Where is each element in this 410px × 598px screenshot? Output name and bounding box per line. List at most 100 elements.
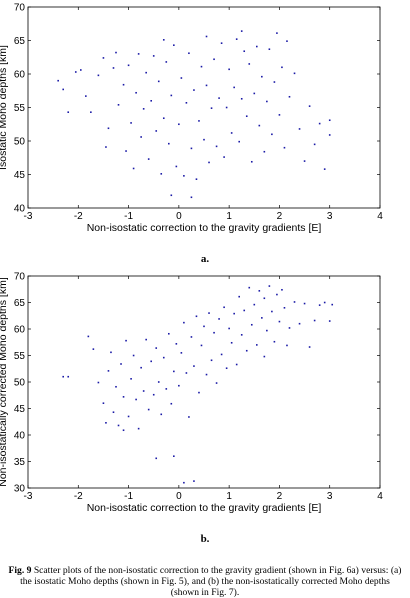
data-point-b — [135, 398, 137, 401]
data-point-a — [210, 107, 213, 109]
y-axis-label-a: Isostatic Moho depths [km] — [0, 45, 9, 170]
data-point-b — [218, 318, 220, 320]
y-tick-label-b: 45 — [14, 404, 26, 415]
x-tick-label-b: -2 — [74, 491, 83, 502]
data-point-a — [215, 145, 218, 148]
data-point-a — [74, 71, 77, 73]
data-point-a — [250, 160, 253, 163]
data-point-a — [117, 104, 120, 106]
x-tick-label-a: 4 — [377, 211, 383, 222]
data-point-a — [115, 51, 117, 54]
data-point-b — [62, 375, 64, 378]
data-point-b — [180, 352, 183, 354]
data-point-a — [90, 111, 92, 113]
data-point-b — [203, 325, 205, 328]
data-point-b — [261, 317, 263, 319]
data-point-b — [228, 327, 230, 330]
data-point-a — [256, 45, 258, 48]
data-point-a — [67, 111, 70, 113]
data-point-b — [190, 336, 193, 338]
x-tick-label-a: 1 — [226, 211, 232, 222]
data-point-b — [122, 396, 125, 398]
data-point-a — [107, 127, 110, 130]
data-point-b — [238, 295, 240, 298]
data-point-b — [132, 354, 135, 357]
y-tick-label-b: 65 — [14, 298, 26, 309]
data-point-b — [256, 344, 258, 346]
data-point-b — [115, 385, 117, 388]
y-tick-label-a: 65 — [14, 36, 26, 47]
data-point-a — [303, 160, 306, 162]
data-point-a — [243, 50, 246, 53]
data-point-a — [298, 128, 301, 130]
data-point-a — [288, 95, 291, 98]
data-point-b — [102, 402, 105, 404]
y-tick-label-a: 40 — [14, 204, 26, 215]
data-point-a — [273, 81, 276, 83]
x-tick-label-a: 3 — [327, 211, 333, 222]
data-point-b — [245, 349, 248, 352]
data-point-a — [62, 88, 64, 91]
x-tick-label-b: 0 — [176, 491, 182, 502]
data-point-a — [323, 168, 326, 170]
y-tick-label-b: 50 — [14, 378, 26, 389]
data-point-b — [281, 288, 283, 291]
data-point-a — [228, 68, 230, 71]
data-point-b — [223, 306, 225, 309]
panel-label-b: b. — [201, 533, 210, 545]
plot-frame-b — [27, 275, 381, 489]
data-point-b — [155, 457, 158, 460]
scatter-chart-a: -3 -2 -1 0 1 2 3 4 40 45 50 55 60 65 70 Non-isostatic c… — [0, 3, 383, 235]
data-point-a — [122, 83, 125, 86]
data-point-b — [263, 297, 266, 300]
data-point-b — [92, 348, 95, 350]
data-point-a — [85, 95, 87, 97]
data-point-a — [225, 106, 228, 109]
data-point-b — [268, 285, 271, 287]
data-point-a — [173, 44, 175, 46]
data-point-b — [140, 366, 142, 369]
data-point-a — [276, 32, 278, 34]
data-point-b — [208, 312, 210, 314]
y-tick-label-b: 35 — [14, 457, 26, 468]
caption-label: Fig. 9 — [8, 565, 32, 576]
data-point-a — [137, 53, 140, 55]
y-tick-label-a: 60 — [14, 70, 26, 81]
data-point-b — [258, 290, 261, 292]
data-point-a — [238, 140, 240, 143]
data-point-a — [102, 57, 105, 59]
data-point-b — [200, 344, 203, 347]
data-point-a — [203, 138, 205, 141]
data-point-a — [261, 75, 263, 78]
data-point-b — [198, 391, 200, 394]
y-tick-label-a: 55 — [14, 103, 26, 114]
data-point-a — [145, 71, 147, 74]
data-point-a — [198, 120, 200, 122]
y-tick-label-b: 60 — [14, 325, 26, 336]
data-point-a — [266, 100, 268, 103]
data-point-b — [210, 359, 213, 362]
data-point-a — [213, 58, 215, 61]
data-point-b — [273, 340, 276, 343]
data-point-a — [230, 132, 233, 134]
data-point-b — [87, 335, 90, 338]
scatter-chart-b: -3 -2 -1 0 1 2 3 4 30 35 40 45 50 55 60 65 70 Non-isostat… — [0, 272, 383, 515]
data-point-a — [293, 72, 296, 75]
data-point-a — [253, 92, 256, 95]
data-point-b — [173, 455, 175, 457]
x-tick-label-b: 1 — [226, 491, 232, 502]
data-point-a — [180, 77, 183, 79]
data-point-b — [130, 378, 132, 380]
data-point-b — [165, 388, 168, 390]
data-point-a — [271, 133, 273, 136]
data-point-a — [160, 173, 163, 175]
data-point-a — [165, 61, 168, 63]
data-point-b — [303, 302, 306, 305]
data-point-a — [328, 134, 331, 136]
data-point-a — [278, 114, 281, 116]
data-point-a — [162, 39, 165, 41]
data-point-a — [193, 89, 195, 91]
y-tick-label-b: 40 — [14, 431, 26, 442]
data-point-a — [223, 156, 225, 158]
data-point-b — [213, 331, 215, 334]
